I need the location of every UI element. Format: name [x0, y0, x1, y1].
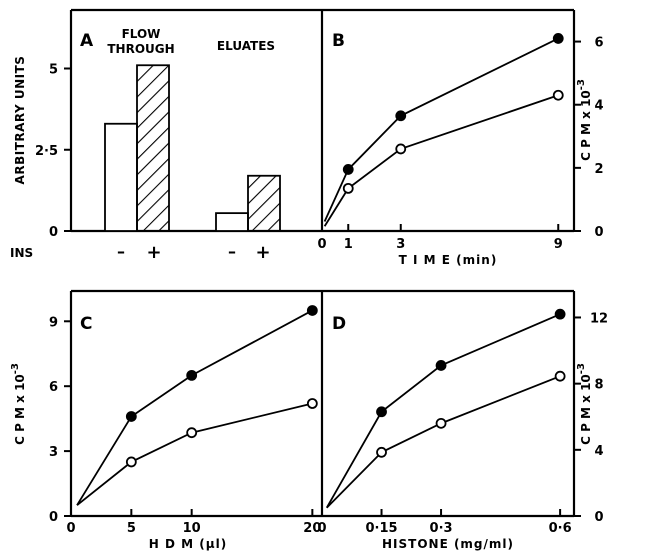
- panel-c-ylabel: C P M x 10-3: [10, 363, 27, 445]
- ins-plus-2: +: [255, 242, 270, 263]
- ins-minus-2: –: [228, 242, 236, 261]
- panel-c-point-open: [125, 456, 137, 468]
- panel-d-ytick-label: 8: [594, 378, 603, 393]
- panel-a-bar: [104, 122, 138, 232]
- panel-b-point-filled: [395, 110, 407, 122]
- panel-b-point-open: [395, 143, 407, 155]
- panel-c-ytick-label: 9: [49, 315, 58, 330]
- panel-c-series-line-open: [76, 402, 313, 506]
- panel-c-xlabel: H D M (µl): [149, 537, 227, 551]
- panel-d-ytick-label: 4: [594, 444, 603, 459]
- panel-b-ytick-label: 0: [594, 225, 603, 240]
- panel-b-series-line-filled: [323, 37, 559, 222]
- panel-a-ytick-label: 0: [49, 225, 58, 240]
- panel-b-xtick-label: 1: [344, 237, 353, 252]
- panel-d-xtick-label: 0·3: [430, 521, 453, 536]
- ins-label: INS: [10, 246, 33, 260]
- panel-b-xtick-label: 9: [554, 237, 563, 252]
- panel-d-point-filled: [435, 360, 447, 371]
- panel-c-xtick-label: 0: [66, 521, 75, 536]
- panel-a-bar: [136, 64, 170, 232]
- ins-plus-1: +: [146, 242, 161, 263]
- panel-c-point-open: [306, 398, 318, 409]
- panel-b-ytick-label: 6: [594, 36, 603, 51]
- flow-through-label: FLOW THROUGH: [107, 27, 174, 56]
- panel-c-point-filled: [186, 369, 198, 381]
- panel-d-ytick-label: 0: [594, 510, 603, 525]
- panel-b-point-filled: [342, 164, 354, 175]
- panel-a-bar: [247, 174, 281, 232]
- panel-d-ytick-label: 12: [590, 311, 608, 326]
- panel-d-xtick-label: 0: [317, 521, 326, 536]
- panel-c-point-filled: [125, 411, 137, 422]
- panel-d-series-line-open: [326, 375, 561, 509]
- panel-d-xlabel: HISTONE (mg/ml): [382, 537, 514, 551]
- panel-a-ytick-label: 5: [49, 63, 58, 78]
- panel-c-xtick-label: 20: [303, 521, 321, 536]
- panel-b-ylabel: C P M x 10-3: [576, 79, 593, 161]
- eluates-label: ELUATES: [217, 39, 275, 53]
- panel-c-xtick-label: 10: [183, 521, 201, 536]
- panel-b-xtick-label: 3: [396, 237, 405, 252]
- ins-minus-1: –: [117, 242, 125, 261]
- panel-c-point-open: [186, 427, 198, 439]
- panel-b-point-open: [342, 182, 354, 194]
- panel-d-series-line-filled: [325, 313, 561, 509]
- panel-d-xtick-label: 0·6: [549, 521, 572, 536]
- panel-b-ytick-label: 2: [594, 162, 603, 177]
- panel-a-bar: [215, 212, 249, 232]
- panel-d-point-open: [435, 417, 447, 429]
- panel-d-point-filled: [376, 406, 387, 418]
- panel-c-ytick-label: 3: [49, 445, 58, 460]
- panel-a-ytick-label: 2·5: [35, 144, 58, 159]
- panel-b-frame: [320, 8, 576, 233]
- panel-c-frame: [69, 289, 322, 518]
- panel-d-point-open: [554, 370, 566, 382]
- panel-c-series-line-filled: [76, 309, 313, 506]
- panel-b-point-filled: [552, 33, 564, 44]
- panel-d-label: D: [332, 314, 346, 334]
- panel-a-label: A: [80, 31, 94, 51]
- panel-b-xtick-label: 0: [317, 237, 326, 252]
- panel-d-xtick-label: 0·15: [365, 521, 397, 536]
- panel-d-point-filled: [554, 308, 566, 320]
- panel-b-ytick-label: 4: [594, 99, 603, 114]
- panel-b-label: B: [332, 31, 345, 51]
- panel-c-label: C: [80, 314, 92, 334]
- panel-c-ytick-label: 0: [49, 510, 58, 525]
- panel-a-ylabel: ARBITRARY UNITS: [13, 56, 27, 185]
- panel-b-xlabel: T I M E (min): [399, 253, 498, 267]
- panel-c-xtick-label: 5: [127, 521, 136, 536]
- panel-c-point-filled: [306, 305, 318, 316]
- panel-b-point-open: [552, 89, 564, 101]
- panel-d-point-open: [376, 446, 387, 458]
- panel-d-ylabel: C P M x 10-3: [576, 363, 593, 445]
- panel-b-series-line-open: [323, 94, 559, 227]
- panel-d-frame: [320, 289, 576, 518]
- panel-c-ytick-label: 6: [49, 380, 58, 395]
